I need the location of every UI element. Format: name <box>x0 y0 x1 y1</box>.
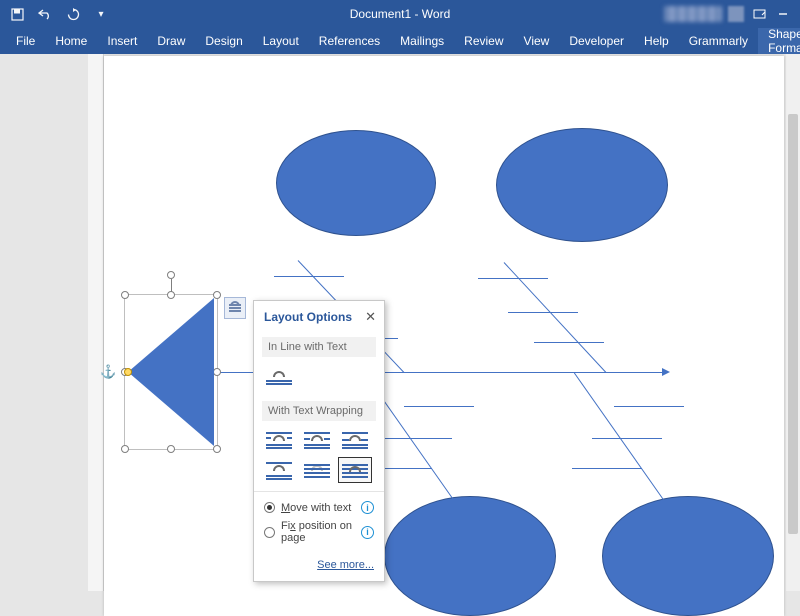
document-page[interactable] <box>104 56 784 616</box>
radio-label: Fix position on page <box>281 520 355 544</box>
connector-line[interactable] <box>404 406 474 407</box>
connector-line[interactable] <box>382 438 452 439</box>
ellipse-shape[interactable] <box>384 496 556 616</box>
ribbon-display-icon[interactable] <box>750 5 768 23</box>
resize-handle[interactable] <box>213 445 221 453</box>
adjust-handle[interactable] <box>124 368 132 376</box>
wrap-square[interactable] <box>262 427 296 453</box>
triangle-shape[interactable] <box>128 298 214 446</box>
wrap-behind[interactable] <box>300 457 334 483</box>
wrap-through[interactable] <box>338 427 372 453</box>
resize-handle[interactable] <box>213 368 221 376</box>
tab-developer[interactable]: Developer <box>559 28 634 54</box>
wrap-in-front[interactable] <box>338 457 372 483</box>
window-controls <box>664 5 800 23</box>
qat-customize-icon[interactable]: ▾ <box>94 7 108 21</box>
tab-mailings[interactable]: Mailings <box>390 28 454 54</box>
wrap-inline[interactable] <box>262 363 296 389</box>
radio-fix-position[interactable]: Fix position on page i <box>262 517 376 547</box>
tab-draw[interactable]: Draw <box>147 28 195 54</box>
resize-handle[interactable] <box>213 291 221 299</box>
radio-move-with-text[interactable]: Move with text i <box>262 498 376 517</box>
quick-access-toolbar: ▾ <box>0 7 108 21</box>
layout-options-popup: Layout Options ✕ In Line with Text With … <box>253 300 385 582</box>
resize-handle[interactable] <box>121 445 129 453</box>
layout-options-button[interactable] <box>224 297 246 319</box>
title-bar: ▾ Document1 - Word <box>0 0 800 28</box>
tab-view[interactable]: View <box>514 28 560 54</box>
connector-line[interactable] <box>508 312 578 313</box>
account-avatar[interactable] <box>728 6 744 22</box>
tab-layout[interactable]: Layout <box>253 28 309 54</box>
vertical-ruler <box>88 54 104 591</box>
scrollbar-thumb[interactable] <box>788 114 798 534</box>
account-name[interactable] <box>664 6 722 22</box>
tab-grammarly[interactable]: Grammarly <box>679 28 758 54</box>
radio-icon <box>264 527 275 538</box>
workspace: ⚓ Layout Options ✕ In Line with Text Wit… <box>0 54 800 591</box>
ribbon-tabs: File Home Insert Draw Design Layout Refe… <box>0 28 800 54</box>
section-inline-label: In Line with Text <box>262 337 376 357</box>
minimize-icon[interactable] <box>774 5 792 23</box>
save-icon[interactable] <box>10 7 24 21</box>
tab-references[interactable]: References <box>309 28 390 54</box>
tab-shape-format[interactable]: Shape Format <box>758 28 800 54</box>
rotate-handle[interactable] <box>167 271 175 279</box>
connector-line[interactable] <box>614 406 684 407</box>
wrap-top-bottom[interactable] <box>262 457 296 483</box>
ellipse-shape[interactable] <box>496 128 668 242</box>
tab-help[interactable]: Help <box>634 28 679 54</box>
ellipse-shape[interactable] <box>276 130 436 236</box>
section-wrap-label: With Text Wrapping <box>262 401 376 421</box>
tab-review[interactable]: Review <box>454 28 513 54</box>
undo-icon[interactable] <box>38 7 52 21</box>
close-icon[interactable]: ✕ <box>365 309 376 325</box>
connector-line[interactable] <box>592 438 662 439</box>
radio-icon <box>264 502 275 513</box>
connector-line[interactable] <box>274 276 344 277</box>
wrap-tight[interactable] <box>300 427 334 453</box>
tab-file[interactable]: File <box>6 28 45 54</box>
object-anchor-icon: ⚓ <box>100 364 116 380</box>
popup-title: Layout Options <box>264 310 352 324</box>
document-title: Document1 - Word <box>350 7 450 21</box>
connector-line[interactable] <box>534 342 604 343</box>
connector-line[interactable] <box>572 468 642 469</box>
redo-icon[interactable] <box>66 7 80 21</box>
radio-label: Move with text <box>281 502 351 514</box>
info-icon[interactable]: i <box>361 526 374 539</box>
arrowhead-icon <box>662 368 670 376</box>
tab-insert[interactable]: Insert <box>97 28 147 54</box>
see-more-link[interactable]: See more... <box>317 559 374 571</box>
resize-handle[interactable] <box>167 445 175 453</box>
info-icon[interactable]: i <box>361 501 374 514</box>
tab-home[interactable]: Home <box>45 28 97 54</box>
connector-line[interactable] <box>574 372 665 501</box>
vertical-scrollbar[interactable] <box>786 54 800 591</box>
ellipse-shape[interactable] <box>602 496 774 616</box>
tab-design[interactable]: Design <box>195 28 252 54</box>
connector-line[interactable] <box>478 278 548 279</box>
